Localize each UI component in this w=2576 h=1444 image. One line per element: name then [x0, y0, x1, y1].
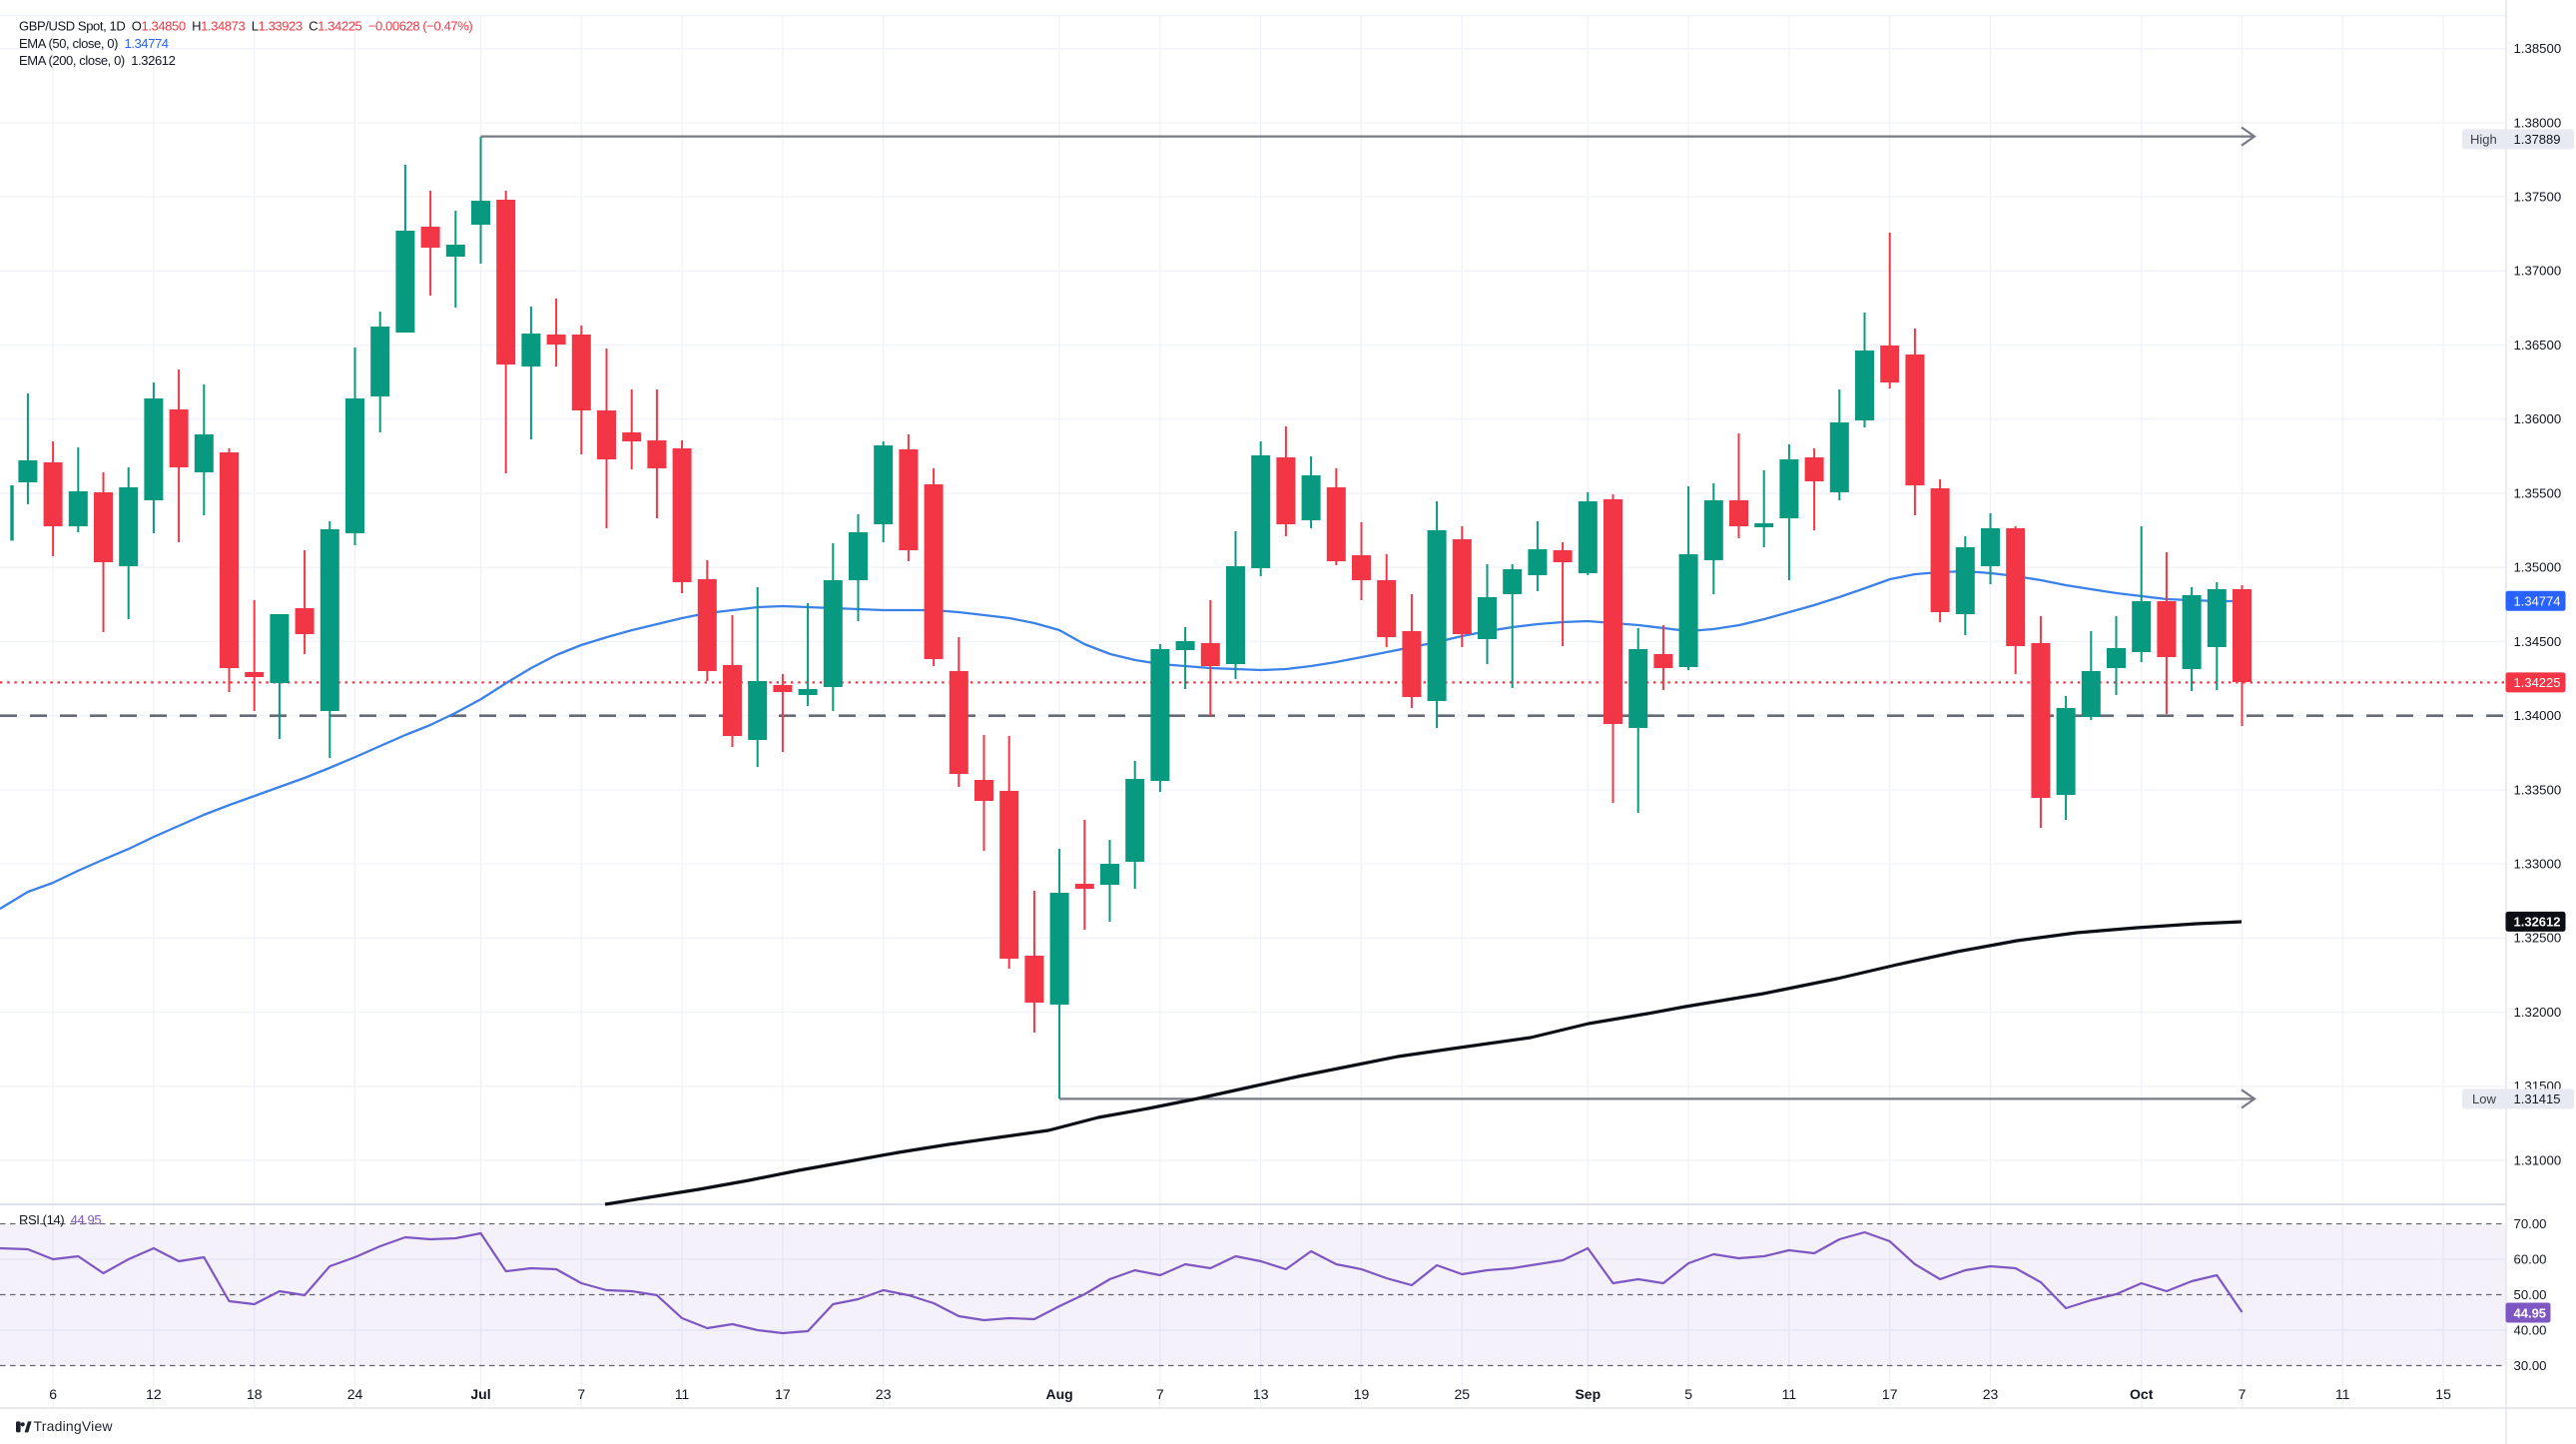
- svg-text:1.34500: 1.34500: [2514, 634, 2562, 649]
- svg-text:11: 11: [1782, 1386, 1797, 1402]
- svg-text:1.37000: 1.37000: [2514, 264, 2562, 279]
- svg-text:Aug: Aug: [1045, 1386, 1072, 1402]
- svg-text:30.00: 30.00: [2514, 1358, 2547, 1373]
- svg-text:Oct: Oct: [2130, 1386, 2154, 1402]
- svg-text:1.34000: 1.34000: [2514, 708, 2562, 723]
- svg-text:17: 17: [1882, 1386, 1898, 1402]
- svg-text:1.36500: 1.36500: [2514, 338, 2562, 353]
- svg-text:1.32612: 1.32612: [2514, 915, 2561, 930]
- svg-text:1.33000: 1.33000: [2514, 857, 2562, 872]
- svg-text:7: 7: [577, 1386, 585, 1402]
- svg-text:44.95: 44.95: [2514, 1305, 2547, 1320]
- svg-text:High: High: [2470, 132, 2497, 147]
- svg-text:5: 5: [1684, 1386, 1692, 1402]
- svg-text:18: 18: [247, 1386, 263, 1402]
- svg-text:23: 23: [1983, 1386, 1999, 1402]
- svg-text:1.38000: 1.38000: [2514, 115, 2562, 130]
- svg-text:1.36000: 1.36000: [2514, 411, 2562, 426]
- svg-text:25: 25: [1455, 1386, 1471, 1402]
- svg-text:RSI (14) 44.95: RSI (14) 44.95: [19, 1212, 101, 1227]
- svg-text:EMA (50, close, 0) 1.34774: EMA (50, close, 0) 1.34774: [19, 36, 169, 51]
- svg-text:11: 11: [2335, 1386, 2350, 1402]
- svg-text:1.33500: 1.33500: [2514, 782, 2562, 797]
- svg-text:1.32500: 1.32500: [2514, 931, 2562, 946]
- svg-text:15: 15: [2435, 1386, 2451, 1402]
- svg-text:23: 23: [876, 1386, 892, 1402]
- svg-text:1.34225: 1.34225: [2514, 675, 2561, 690]
- svg-text:7: 7: [2239, 1386, 2247, 1402]
- svg-text:19: 19: [1354, 1386, 1370, 1402]
- svg-text:70.00: 70.00: [2514, 1216, 2547, 1231]
- svg-text:Low: Low: [2472, 1091, 2496, 1106]
- svg-text:50.00: 50.00: [2514, 1287, 2547, 1302]
- svg-text:TradingView: TradingView: [34, 1418, 114, 1434]
- svg-text:1.38500: 1.38500: [2514, 41, 2562, 56]
- svg-text:1.31000: 1.31000: [2514, 1152, 2562, 1167]
- svg-text:13: 13: [1253, 1386, 1269, 1402]
- svg-text:11: 11: [675, 1386, 690, 1402]
- svg-text:7: 7: [1156, 1386, 1164, 1402]
- svg-text:6: 6: [49, 1386, 57, 1402]
- svg-text:1.37500: 1.37500: [2514, 190, 2562, 205]
- svg-text:17: 17: [775, 1386, 791, 1402]
- svg-text:Jul: Jul: [470, 1386, 490, 1402]
- svg-text:40.00: 40.00: [2514, 1322, 2547, 1337]
- svg-text:1.32000: 1.32000: [2514, 1005, 2562, 1020]
- svg-text:1.34774: 1.34774: [2514, 594, 2561, 609]
- svg-text:1.31415: 1.31415: [2514, 1091, 2561, 1106]
- svg-text:1.35500: 1.35500: [2514, 485, 2562, 500]
- svg-text:EMA (200, close, 0) 1.32612: EMA (200, close, 0) 1.32612: [19, 53, 176, 68]
- svg-text:Sep: Sep: [1575, 1386, 1601, 1402]
- svg-text:24: 24: [347, 1386, 363, 1402]
- svg-text:1.37889: 1.37889: [2514, 132, 2561, 147]
- svg-text:GBP/USD Spot, 1D O1.34850 H1: GBP/USD Spot, 1D O1.34850 H1.34873 L1.33…: [19, 18, 472, 33]
- svg-text:12: 12: [146, 1386, 162, 1402]
- svg-text:1.35000: 1.35000: [2514, 560, 2562, 575]
- svg-text:60.00: 60.00: [2514, 1252, 2547, 1267]
